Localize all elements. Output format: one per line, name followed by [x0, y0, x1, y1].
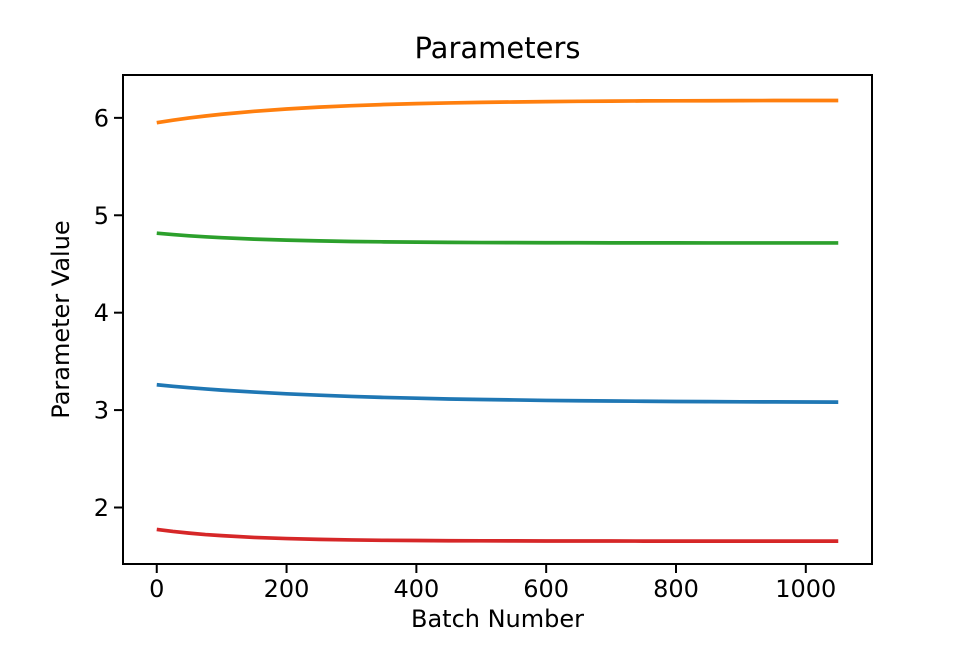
x-tick-label: 600 [523, 575, 569, 603]
y-tick-label: 6 [94, 104, 109, 132]
series-line-orange [156, 98, 839, 125]
x-axis-label: Batch Number [411, 605, 584, 633]
y-tick-label: 2 [94, 494, 109, 522]
chart-title: Parameters [415, 31, 581, 65]
x-tick-label: 400 [393, 575, 439, 603]
series-line-green [156, 231, 839, 245]
series-group [156, 98, 839, 543]
x-tick-label: 800 [653, 575, 699, 603]
x-tick-label: 0 [149, 575, 164, 603]
plot-border [122, 74, 873, 565]
x-tick-label: 200 [264, 575, 310, 603]
series-line-blue [156, 382, 839, 404]
ticks-group: 0 200 400 600 800 1000 2 3 4 5 6 [94, 104, 837, 603]
y-tick-label: 5 [94, 202, 109, 230]
axes-group [122, 74, 873, 565]
x-tick-label: 1000 [775, 575, 836, 603]
y-tick-label: 3 [94, 397, 109, 425]
y-tick-label: 4 [94, 299, 109, 327]
series-line-red [156, 527, 839, 543]
y-axis-label: Parameter Value [47, 220, 75, 418]
